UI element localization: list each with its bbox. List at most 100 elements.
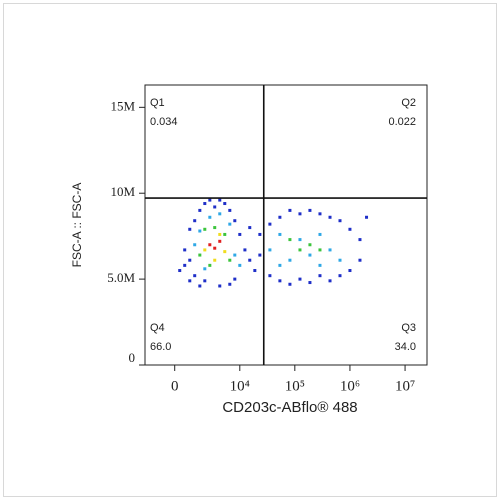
point [308,253,312,257]
point [183,248,187,252]
point [228,222,232,226]
point [223,250,227,254]
point [328,248,332,252]
point [288,282,292,286]
point [223,232,227,236]
point [178,269,182,273]
point [228,258,232,262]
point [183,263,187,267]
point [278,215,282,219]
point [288,208,292,212]
point [318,248,322,252]
point [298,238,302,242]
point [228,208,232,212]
y-tick-label: 10M [110,184,135,199]
x-axis-label: CD203c-ABflo® 488 [222,399,357,416]
point [298,277,302,281]
point [208,198,212,202]
point [233,277,237,281]
point [318,232,322,236]
point [258,253,262,257]
point [278,279,282,283]
y-tick-label: 0 [129,350,136,365]
point [218,212,222,216]
plot-area [144,84,428,366]
y-tick-label: 5.0M [107,270,135,285]
point [308,281,312,285]
point [218,284,222,288]
x-tick-label: 10⁷ [395,378,415,394]
point [328,279,332,283]
point [198,284,202,288]
point [203,227,207,231]
point [213,258,217,262]
quadrant-name: Q4 [150,322,165,334]
point [188,258,192,262]
point [193,243,197,247]
point [243,248,247,252]
point [213,205,217,209]
point [308,243,312,247]
x-tick-label: 0 [171,378,179,394]
point [208,243,212,247]
point [248,226,252,230]
point [193,219,197,223]
point [198,208,202,212]
point [238,263,242,267]
point [308,208,312,212]
point [288,238,292,242]
point [288,258,292,262]
quadrant-name: Q1 [150,97,165,109]
point [218,232,222,236]
y-tick-label: 15M [110,98,135,113]
point [228,282,232,286]
point [318,212,322,216]
point [268,274,272,278]
point [188,279,192,283]
point [358,238,362,242]
point [318,274,322,278]
point [318,263,322,267]
point [365,215,369,219]
point [213,246,217,250]
point [223,202,227,206]
point [213,226,217,230]
point [258,232,262,236]
point [203,202,207,206]
quadrant-name: Q2 [401,97,416,109]
point [253,269,257,273]
quadrant-percent: 0.034 [150,116,178,128]
quadrant-name: Q3 [401,322,416,334]
point [198,229,202,233]
point [278,232,282,236]
point [203,267,207,271]
point [198,253,202,257]
point [203,248,207,252]
x-tick-label: 10⁶ [340,378,360,394]
point [208,263,212,267]
point [233,219,237,223]
x-tick-label: 10⁵ [285,378,305,394]
point [193,274,197,278]
point [278,263,282,267]
point [298,212,302,216]
point [218,239,222,243]
point [208,215,212,219]
point [348,269,352,273]
point [268,222,272,226]
quadrant-percent: 66.0 [150,341,171,353]
point [188,227,192,231]
x-tick-label: 10⁴ [230,378,250,394]
point [268,248,272,252]
point [338,258,342,262]
quadrant-percent: 0.022 [388,116,416,128]
point [338,274,342,278]
point [238,232,242,236]
point [338,219,342,223]
point [248,258,252,262]
quadrant-percent: 34.0 [395,341,416,353]
point [328,215,332,219]
point [298,248,302,252]
point [233,253,237,257]
